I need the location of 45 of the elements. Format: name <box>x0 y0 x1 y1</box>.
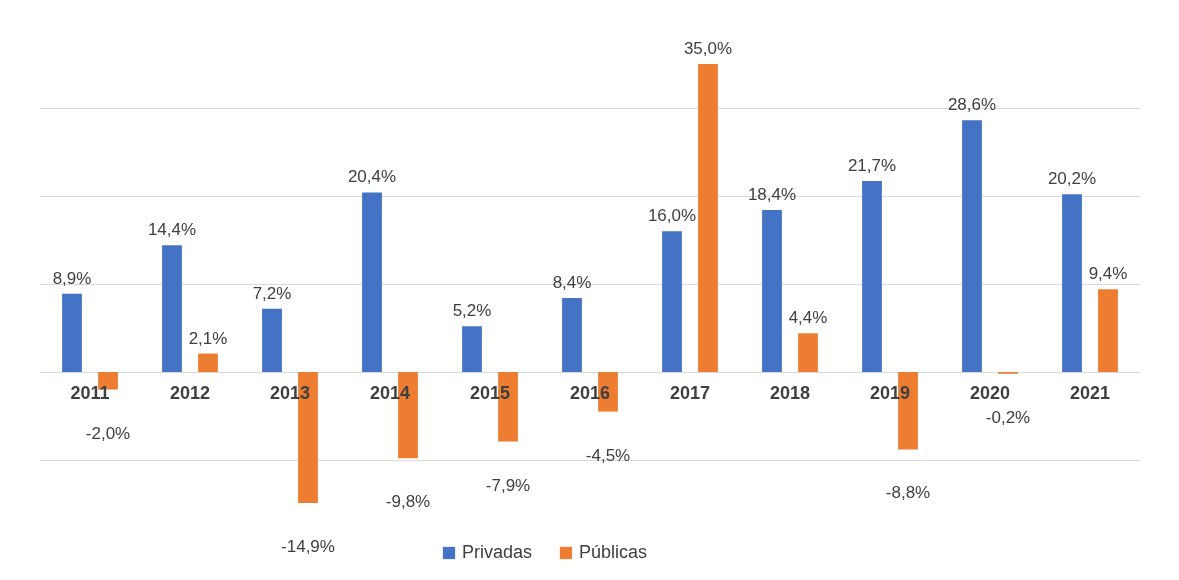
bar <box>462 326 482 372</box>
bar <box>762 210 782 372</box>
data-label: 4,4% <box>788 308 828 328</box>
legend-label: Públicas <box>579 542 648 562</box>
x-tick-label: 2017 <box>669 382 711 403</box>
bar <box>62 293 82 372</box>
data-label: 2,1% <box>188 328 228 348</box>
data-label: 18,4% <box>747 185 797 205</box>
data-label: -8,8% <box>885 483 931 503</box>
data-label: 20,2% <box>1047 169 1097 189</box>
legend-label: Privadas <box>462 542 533 562</box>
x-tick-label: 2011 <box>70 382 110 403</box>
data-label: 8,9% <box>52 268 92 288</box>
bar <box>362 192 382 372</box>
bar <box>1098 289 1118 372</box>
data-label: 28,6% <box>947 95 997 115</box>
bar <box>862 181 882 372</box>
x-tick-label: 2012 <box>169 382 211 403</box>
bar <box>162 245 182 372</box>
data-label: 8,4% <box>552 273 592 293</box>
bar <box>198 353 218 372</box>
bar <box>962 120 982 372</box>
data-label: 16,0% <box>647 206 697 226</box>
data-label: -0,2% <box>985 407 1031 427</box>
data-label: 21,7% <box>847 156 897 176</box>
bar <box>698 64 718 372</box>
data-label: -4,5% <box>585 445 631 465</box>
data-label: -2,0% <box>85 423 131 443</box>
data-label: 9,4% <box>1088 264 1128 284</box>
bar <box>262 308 282 372</box>
x-tick-label: 2021 <box>1069 382 1111 403</box>
data-label: 20,4% <box>347 167 397 187</box>
x-tick-label: 2018 <box>769 382 811 403</box>
bar <box>662 231 682 372</box>
data-label: 14,4% <box>147 220 197 240</box>
data-label: 5,2% <box>452 301 492 321</box>
bar <box>798 333 818 372</box>
data-label: -14,9% <box>281 537 335 557</box>
data-label: -9,8% <box>385 492 431 512</box>
bar <box>562 298 582 372</box>
x-tick-label: 2020 <box>969 382 1011 403</box>
data-label: -7,9% <box>485 475 531 495</box>
bar <box>1062 194 1082 372</box>
data-label: 7,2% <box>252 283 292 303</box>
data-label: 35,0% <box>683 39 733 58</box>
